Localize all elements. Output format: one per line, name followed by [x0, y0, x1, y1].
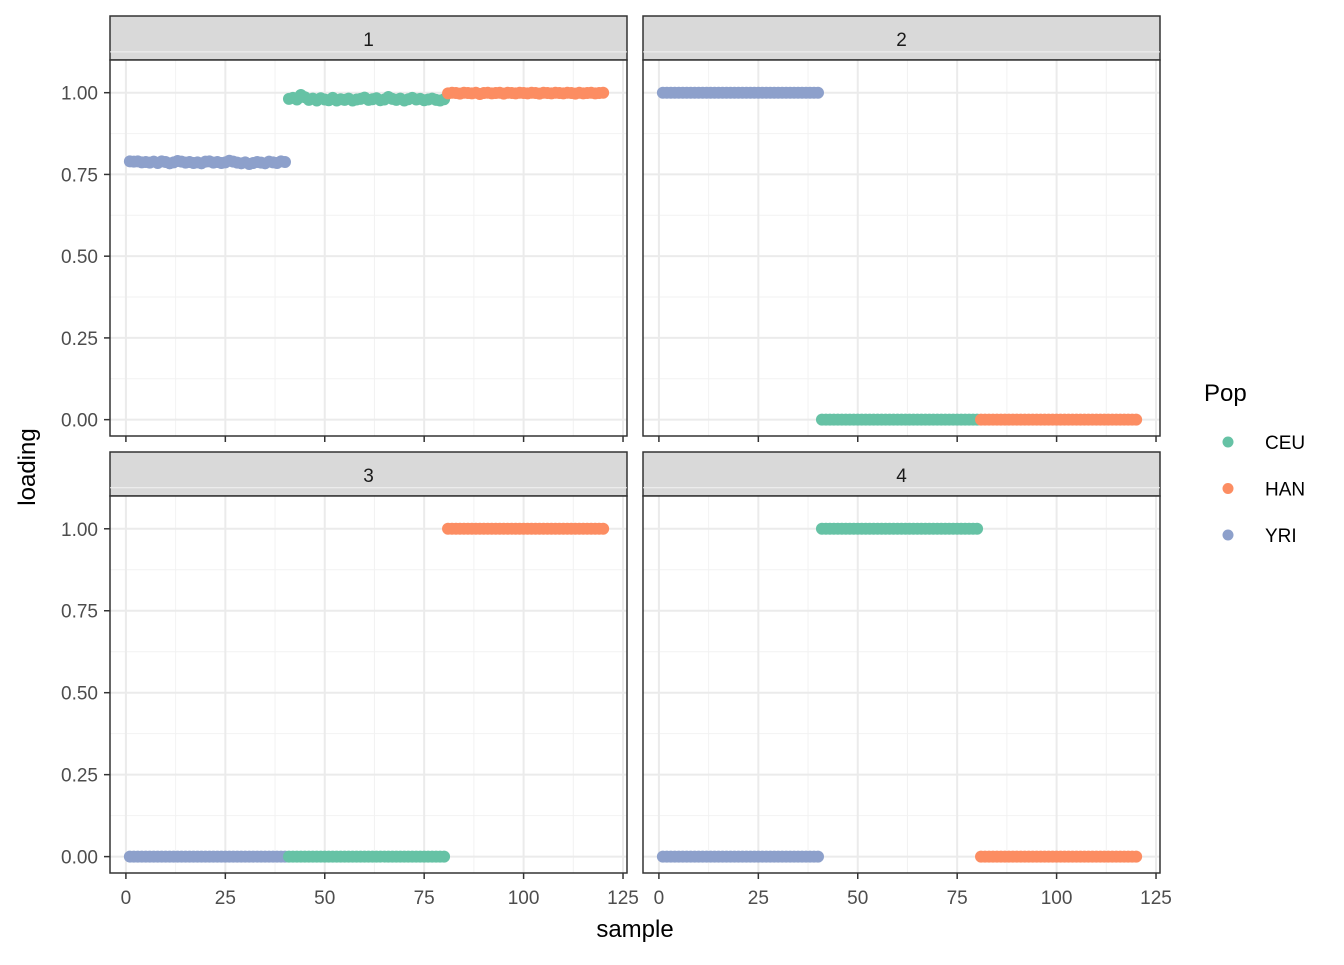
- legend-label-yri: YRI: [1265, 526, 1297, 547]
- panel-background: [110, 60, 627, 436]
- panel-grid: [110, 51, 627, 436]
- panel-background: [643, 496, 1160, 873]
- x-tick-label: 100: [1041, 888, 1073, 909]
- x-tick-label: 50: [314, 888, 335, 909]
- panel-points: [123, 86, 610, 170]
- x-tick-label: 50: [847, 888, 868, 909]
- panel-4: 4 0 25 50 75 100 125: [642, 451, 1172, 909]
- panel-points: [123, 522, 610, 863]
- legend-label-ceu: CEU: [1265, 433, 1305, 454]
- y-tick-label: 0.75: [61, 602, 98, 623]
- panel-strip: [642, 15, 1161, 61]
- x-tick-label: 0: [121, 888, 132, 909]
- data-point-yri: [811, 850, 824, 863]
- data-point-han: [597, 522, 610, 535]
- panel-border: [642, 59, 1161, 437]
- x-tick-label: 75: [947, 888, 968, 909]
- x-tick-label: 75: [414, 888, 435, 909]
- legend-entries: CEU HAN YRI: [1222, 433, 1305, 547]
- panel-strip-label: 1: [363, 30, 374, 51]
- data-point-yri: [278, 156, 291, 169]
- panel-border: [109, 59, 628, 437]
- x-tick-label: 100: [508, 888, 540, 909]
- y-tick-label: 0.50: [61, 247, 98, 268]
- panel-border: [642, 495, 1161, 874]
- panel-background: [643, 60, 1160, 436]
- x-tick-label: 125: [607, 888, 639, 909]
- legend-key-yri: [1222, 529, 1234, 541]
- panel-points: [656, 86, 1143, 426]
- data-point-ceu: [971, 522, 984, 535]
- legend: Pop CEU HAN YRI: [1204, 380, 1305, 547]
- panel-grid: [643, 51, 1160, 436]
- y-tick-label: 0.75: [61, 165, 98, 186]
- data-point-han: [597, 86, 610, 99]
- panels-layer: 10.000.250.500.751.00230.000.250.500.751…: [61, 15, 1172, 909]
- x-tick-label: 25: [748, 888, 769, 909]
- y-axis-title: loading: [14, 428, 41, 505]
- y-tick-label: 0.00: [61, 411, 98, 432]
- panel-background: [110, 496, 627, 873]
- x-tick-label: 25: [215, 888, 236, 909]
- data-point-han: [1130, 413, 1143, 426]
- panel-1: 1 0.00 0.25 0.50 0.75 1.00: [61, 15, 628, 442]
- panel-strip: [109, 15, 628, 61]
- legend-key-han: [1222, 483, 1234, 494]
- x-tick-label: 125: [1140, 888, 1172, 909]
- y-tick-label: 0.25: [61, 329, 98, 350]
- panel-points: [656, 522, 1143, 863]
- panel-grid: [643, 487, 1160, 873]
- y-tick-label: 0.50: [61, 684, 98, 705]
- x-tick-label: 0: [654, 888, 665, 909]
- panel-grid: [110, 487, 627, 873]
- panel-strip-label: 3: [363, 466, 374, 487]
- y-tick-label: 0.00: [61, 848, 98, 869]
- legend-key-ceu: [1222, 436, 1234, 448]
- panel-strip: [642, 451, 1161, 497]
- data-point-ceu: [438, 850, 451, 863]
- panel-border: [109, 495, 628, 874]
- legend-label-han: HAN: [1265, 480, 1305, 501]
- panel-strip: [109, 451, 628, 497]
- panel-strip-label: 4: [896, 466, 907, 487]
- y-tick-label: 1.00: [61, 84, 98, 105]
- data-point-han: [1130, 850, 1143, 863]
- y-tick-label: 0.25: [61, 766, 98, 787]
- panel-strip-label: 2: [896, 30, 907, 51]
- legend-title: Pop: [1204, 380, 1247, 407]
- panel-2: 2: [642, 15, 1161, 442]
- panel-3: 3 0.00 0.25 0.50 0.75 1.00 0 25 50 75 100 125: [61, 451, 639, 909]
- x-axis-title: sample: [596, 916, 673, 943]
- data-point-yri: [811, 86, 824, 99]
- y-tick-label: 1.00: [61, 520, 98, 541]
